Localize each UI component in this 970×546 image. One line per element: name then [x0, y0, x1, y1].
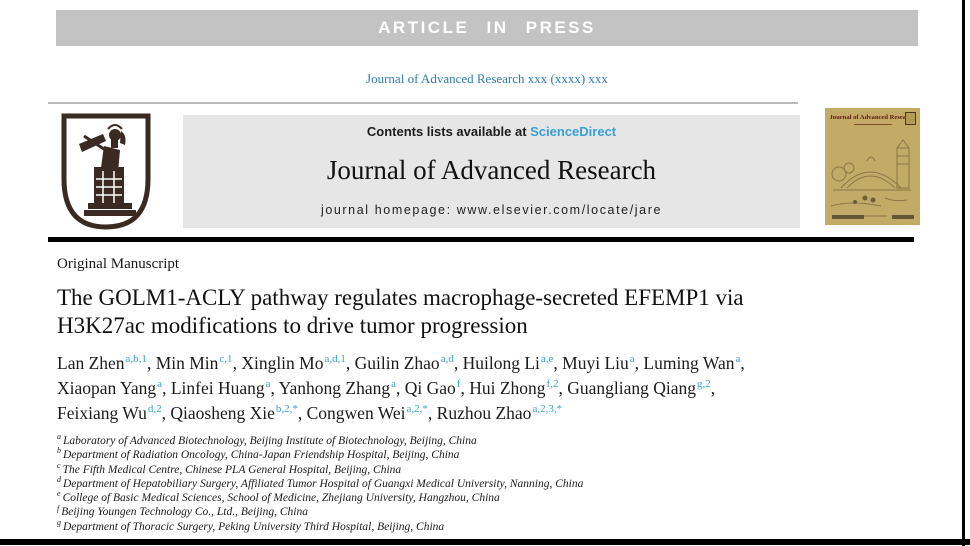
- affiliation-line: f Beijing Youngen Technology Co., Ltd., B…: [57, 503, 947, 519]
- author-name: Muyi Liu: [562, 353, 629, 373]
- affiliation-superscript: e: [57, 489, 61, 499]
- author-superscript: a: [735, 353, 741, 366]
- author-superscript: a: [391, 378, 396, 391]
- affiliation-line: b Department of Radiation Oncology, China…: [57, 446, 947, 462]
- affiliation-superscript: a: [57, 432, 61, 442]
- author-superscript: a,d: [440, 353, 454, 366]
- journal-cover-thumbnail: Journal of Advanced Research: [825, 108, 920, 225]
- author-superscript: a,b,1: [125, 353, 147, 366]
- affiliation-text: Beijing Youngen Technology Co., Ltd., Be…: [61, 506, 308, 519]
- author-superscript: a,2,*: [406, 403, 428, 416]
- cover-emblem-icon: [905, 112, 916, 125]
- author-name: Qiaosheng Xie: [170, 403, 275, 423]
- author-name: Huilong Li: [462, 353, 540, 373]
- affiliation-superscript: d: [57, 475, 61, 485]
- affiliation-text: Department of Radiation Oncology, China-…: [63, 449, 460, 462]
- author-name: Min Min: [155, 353, 219, 373]
- cover-title: Journal of Advanced Research: [829, 113, 916, 121]
- affiliation-line: d Department of Hepatobiliary Surgery, Af…: [57, 475, 947, 491]
- affiliation-superscript: g: [57, 517, 61, 527]
- author-name: Luming Wan: [643, 353, 735, 373]
- cover-subtitle: [853, 124, 892, 125]
- author-name: Hui Zhong: [469, 378, 546, 398]
- page-bottom-border: [0, 539, 970, 545]
- author-name: Linfei Huang: [170, 378, 265, 398]
- contents-prefix-label: Contents lists available at: [366, 124, 531, 139]
- affiliation-text: College of Basic Medical Sciences, Schoo…: [62, 492, 500, 505]
- affiliation-line: a Laboratory of Advanced Biotechnology, B…: [57, 432, 947, 448]
- author-name: Xinglin Mo: [241, 353, 324, 373]
- journal-citation-link[interactable]: Journal of Advanced Research xxx (xxxx) …: [366, 71, 608, 86]
- journal-homepage-link[interactable]: journal homepage: www.elsevier.com/locat…: [320, 203, 663, 217]
- author-name: Qi Gao: [404, 378, 456, 398]
- affiliation-text: Department of Hepatobiliary Surgery, Aff…: [63, 477, 584, 490]
- header-divider: [48, 102, 798, 104]
- author-name: Guangliang Qiang: [567, 378, 696, 398]
- author-line: Xiaopan Yanga, Linfei Huanga, Yanhong Zh…: [57, 378, 716, 398]
- affiliation-text: Laboratory of Advanced Biotechnology, Be…: [63, 435, 477, 447]
- affiliation-superscript: b: [57, 446, 61, 456]
- author-superscript: f,2: [546, 378, 559, 391]
- article-in-press-banner: ARTICLE IN PRESS: [56, 10, 918, 46]
- author-name: Ruzhou Zhao: [436, 403, 532, 423]
- affiliation-line: e College of Basic Medical Sciences, Scho…: [57, 489, 947, 505]
- journal-title: Journal of Advanced Research: [326, 155, 657, 185]
- author-list: Lan Zhena,b,1, Min Minc,1, Xinglin Moa,d…: [57, 351, 947, 426]
- author-superscript: d,2: [147, 403, 162, 416]
- page-right-border: [962, 0, 965, 546]
- journal-masthead: Contents lists available at ScienceDirec…: [183, 115, 800, 228]
- author-name: Congwen Wei: [306, 403, 406, 423]
- author-superscript: a: [629, 353, 635, 366]
- affiliation-superscript: f: [57, 503, 60, 513]
- affiliation-list: a Laboratory of Advanced Biotechnology, B…: [57, 432, 947, 534]
- author-name: Lan Zhen: [57, 353, 125, 373]
- journal-logo-icon: [58, 111, 154, 233]
- article-title-line2: H3K27ac modifications to drive tumor pro…: [57, 313, 528, 338]
- author-superscript: f: [456, 378, 461, 391]
- article-title: The GOLM1-ACLY pathway regulates macroph…: [57, 284, 937, 340]
- author-superscript: a: [265, 378, 271, 391]
- sciencedirect-link[interactable]: ScienceDirect: [530, 124, 617, 139]
- article-type-label: Original Manuscript: [57, 256, 180, 272]
- masthead-bottom-rule: [48, 237, 914, 242]
- affiliation-line: c The Fifth Medical Centre, Chinese PLA G…: [57, 460, 947, 477]
- article-title-line1: The GOLM1-ACLY pathway regulates macroph…: [57, 285, 744, 310]
- author-line: Lan Zhena,b,1, Min Minc,1, Xinglin Moa,d…: [57, 353, 745, 373]
- author-superscript: g,2: [697, 378, 711, 391]
- affiliation-text: Department of Thoracic Surgery, Peking U…: [63, 520, 445, 533]
- author-name: Xiaopan Yang: [57, 378, 157, 398]
- cover-footer-right: [892, 215, 914, 219]
- author-superscript: b,2,*: [275, 403, 298, 416]
- author-superscript: a,2,3,*: [532, 403, 563, 416]
- author-superscript: a,d,1: [324, 353, 346, 366]
- affiliation-text: The Fifth Medical Centre, Chinese PLA Ge…: [62, 463, 402, 476]
- author-name: Guilin Zhao: [354, 353, 440, 373]
- author-superscript: a: [157, 378, 163, 391]
- author-name: Feixiang Wu: [57, 403, 147, 423]
- cover-footer-left: [832, 215, 864, 219]
- contents-line: Contents lists available at ScienceDirec…: [183, 124, 800, 139]
- author-name: Yanhong Zhang: [278, 378, 391, 398]
- affiliation-line: g Department of Thoracic Surgery, Peking …: [57, 517, 947, 534]
- author-superscript: a,e: [540, 353, 554, 366]
- affiliation-superscript: c: [57, 460, 61, 470]
- author-superscript: c,1: [219, 353, 233, 366]
- author-line: Feixiang Wud,2, Qiaosheng Xieb,2,*, Cong…: [57, 403, 563, 423]
- cover-illustration: [830, 139, 911, 217]
